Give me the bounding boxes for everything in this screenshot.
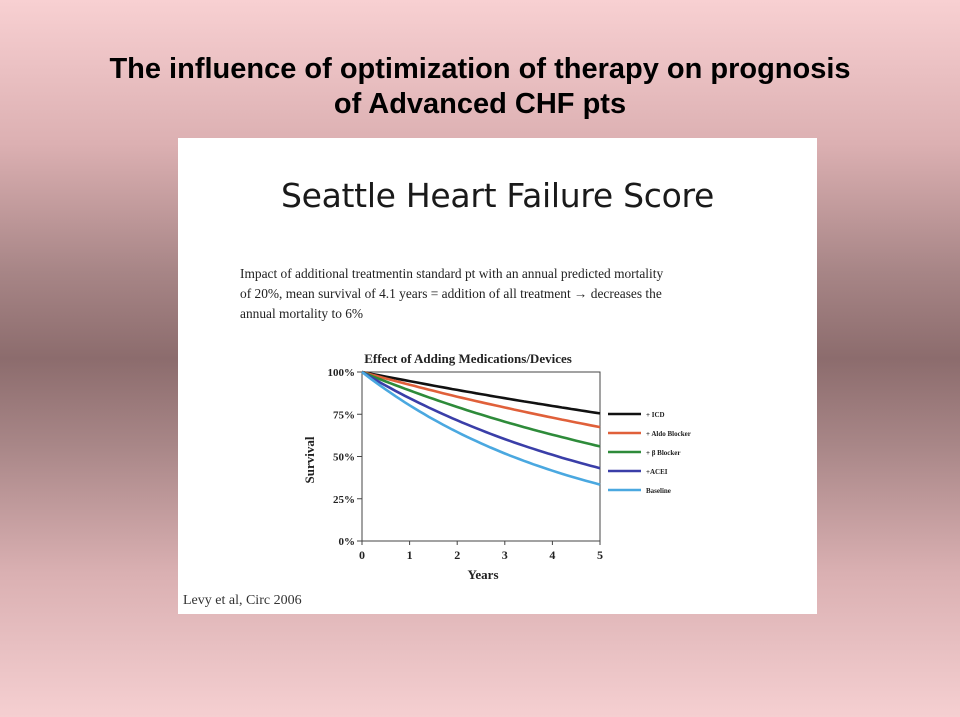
x-tick-label: 5 <box>597 548 603 562</box>
slide-title-line-1: The influence of optimization of therapy… <box>109 53 851 85</box>
x-tick-label: 0 <box>359 548 365 562</box>
y-axis-label: Survival <box>302 436 317 483</box>
slide-title-line-2: of Advanced CHF pts <box>333 88 627 120</box>
x-tick-label: 4 <box>549 548 555 562</box>
legend-label: +ACEI <box>646 468 668 476</box>
legend-label: + ICD <box>646 411 665 419</box>
legend-label: Baseline <box>646 487 671 495</box>
series-line-baseline <box>361 370 601 486</box>
panel-heading: Seattle Heart Failure Score <box>280 176 715 215</box>
y-tick-label: 0% <box>339 536 356 548</box>
x-tick-label: 2 <box>454 548 460 562</box>
x-axis-ticks: 0 1 2 3 4 5 <box>359 541 603 562</box>
legend-label: + Aldo Blocker <box>646 430 691 438</box>
series-line-acei <box>361 370 601 470</box>
series-lines <box>361 370 601 486</box>
y-tick-label: 100% <box>328 367 356 379</box>
x-tick-label: 1 <box>407 548 413 562</box>
survival-chart: Effect of Adding Medications/Devices Sur… <box>302 351 691 582</box>
x-axis-label: Years <box>467 567 498 582</box>
x-tick-label: 3 <box>502 548 508 562</box>
description-line-2: of 20%, mean survival of 4.1 years = add… <box>240 286 662 301</box>
y-tick-label: 75% <box>333 409 355 421</box>
description-line-3: annual mortality to 6% <box>240 306 364 321</box>
panel-description: Impact of additional treatmentin standar… <box>240 264 770 324</box>
y-tick-label: 50% <box>333 452 355 464</box>
citation: Levy et al, Circ 2006 <box>183 593 302 608</box>
description-line-1: Impact of additional treatmentin standar… <box>240 266 664 281</box>
legend-label: + β Blocker <box>646 449 681 457</box>
chart-title: Effect of Adding Medications/Devices <box>364 351 572 366</box>
legend: + ICD + Aldo Blocker + β Blocker +ACEI Basel… <box>608 411 691 495</box>
slide-title: The influence of optimization of therapy… <box>0 52 960 122</box>
y-axis-ticks: 0% 25% 50% 75% 100% <box>328 367 362 548</box>
y-tick-label: 25% <box>333 494 355 506</box>
series-line-blocker <box>361 370 601 448</box>
series-line-aldo-blocker <box>361 370 601 429</box>
figure-panel: Seattle Heart Failure Score Impact of ad… <box>178 138 817 614</box>
series-line-icd <box>361 370 601 415</box>
